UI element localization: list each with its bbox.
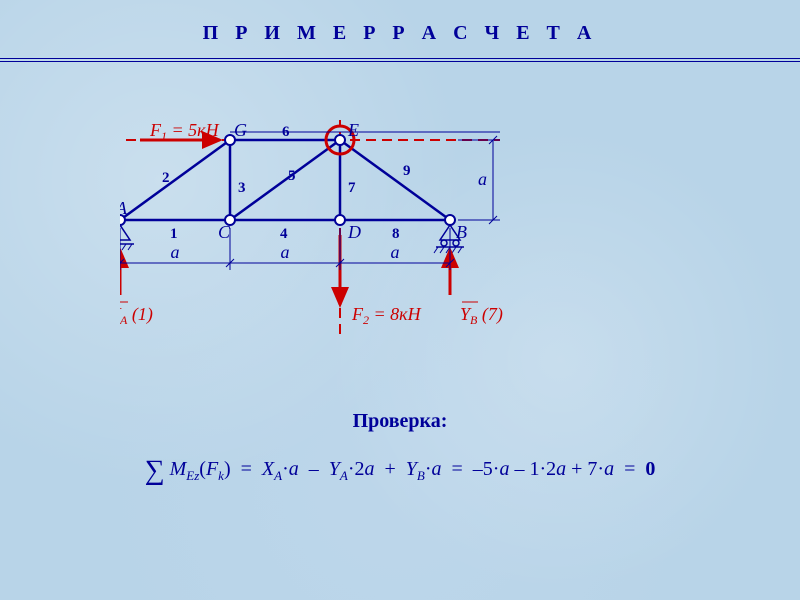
svg-text:5: 5 bbox=[288, 168, 296, 184]
svg-text:9: 9 bbox=[403, 163, 411, 179]
truss-diagram: a a a a A C D B G E 1 2 3 4 5 6 7 8 9 F1… bbox=[120, 120, 680, 380]
truss-members bbox=[120, 140, 450, 220]
moment-equation: ∑ MEz(Fk) = XA·a – YA·2a + YB·a = –5·a –… bbox=[0, 455, 800, 487]
svg-text:YB (7): YB (7) bbox=[460, 304, 503, 327]
node-B: B bbox=[456, 222, 467, 242]
svg-text:8: 8 bbox=[392, 226, 400, 242]
dim-a-3: a bbox=[391, 242, 400, 262]
check-label: Проверка: bbox=[0, 410, 800, 433]
svg-text:F2 = 8кН: F2 = 8кН bbox=[351, 304, 422, 327]
dim-right: a bbox=[230, 132, 500, 224]
dim-a-1: a bbox=[171, 242, 180, 262]
title-rule-2 bbox=[0, 61, 800, 62]
svg-text:6: 6 bbox=[282, 124, 290, 140]
svg-text:YA (1): YA (1) bbox=[120, 304, 153, 327]
dim-a-h: a bbox=[478, 169, 487, 189]
svg-text:4: 4 bbox=[280, 226, 288, 242]
node-D: D bbox=[347, 222, 361, 242]
member-labels: 1 2 3 4 5 6 7 8 9 bbox=[162, 124, 411, 242]
equation-block: Проверка: ∑ MEz(Fk) = XA·a – YA·2a + YB·… bbox=[0, 410, 800, 487]
node-A: A bbox=[120, 198, 128, 218]
page-title: П Р И М Е Р Р А С Ч Е Т А bbox=[0, 0, 800, 45]
svg-text:3: 3 bbox=[238, 180, 246, 196]
dim-a-2: a bbox=[281, 242, 290, 262]
svg-text:2: 2 bbox=[162, 170, 170, 186]
node-C: C bbox=[218, 222, 231, 242]
svg-text:7: 7 bbox=[348, 180, 356, 196]
title-rule-1 bbox=[0, 58, 800, 59]
node-E: E bbox=[347, 120, 359, 140]
node-G: G bbox=[234, 120, 247, 140]
svg-text:1: 1 bbox=[170, 226, 178, 242]
support-A bbox=[120, 225, 134, 250]
svg-text:F1 = 5кН: F1 = 5кН bbox=[149, 120, 220, 143]
